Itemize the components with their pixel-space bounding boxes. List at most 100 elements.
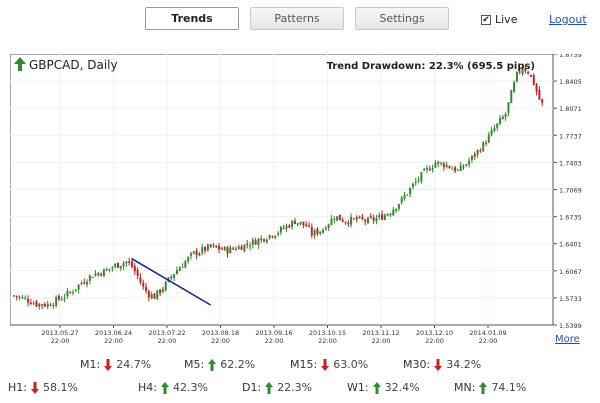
x-tick-label-date: 2013.05.27 xyxy=(41,329,78,337)
candle-body xyxy=(499,118,502,124)
candle-body xyxy=(313,230,316,236)
candle-body xyxy=(518,71,521,73)
candle-body xyxy=(372,217,375,221)
x-tick-label-time: 22:00 xyxy=(104,337,123,345)
trend-line xyxy=(131,258,212,306)
candle-body xyxy=(257,239,260,246)
candle-body xyxy=(426,167,428,170)
candle-body xyxy=(336,216,339,221)
candle-body xyxy=(13,295,15,297)
candle-body xyxy=(470,155,473,161)
candle-body xyxy=(55,297,58,306)
candle-body xyxy=(282,227,285,229)
candle-body xyxy=(100,273,103,276)
tab-trends[interactable]: Trends xyxy=(145,7,239,30)
candle-body xyxy=(86,282,89,285)
candle-body xyxy=(454,167,457,172)
y-tick-label: 1.7737 xyxy=(559,132,582,140)
candle-body xyxy=(63,297,66,299)
tab-settings[interactable]: Settings xyxy=(355,7,449,30)
candle-body xyxy=(392,209,395,216)
candle-body xyxy=(234,248,237,250)
candle-body xyxy=(57,295,60,300)
candle-body xyxy=(490,130,493,135)
arrow-up-icon xyxy=(208,358,217,371)
candle-body xyxy=(465,164,468,166)
candle-body xyxy=(535,84,538,92)
candle-body xyxy=(414,181,417,183)
candle-body xyxy=(263,239,266,242)
candle-body xyxy=(111,267,114,269)
candle-body xyxy=(218,245,221,250)
candle-body xyxy=(302,221,305,226)
candle-body xyxy=(145,286,148,291)
candle-body xyxy=(232,248,235,250)
live-toggle[interactable]: ✔ Live xyxy=(481,13,517,26)
candle-body xyxy=(187,257,190,262)
stat-label: MN: xyxy=(454,381,476,394)
candle-body xyxy=(94,273,97,276)
candle-body xyxy=(445,164,448,168)
candle-body xyxy=(237,246,240,250)
candle-body xyxy=(254,240,257,245)
candle-body xyxy=(507,102,510,113)
candle-body xyxy=(41,304,44,306)
candle-body xyxy=(206,244,209,251)
live-checkbox[interactable]: ✔ xyxy=(481,14,491,25)
candle-body xyxy=(97,273,100,275)
candle-body xyxy=(114,264,117,268)
candle-body xyxy=(27,299,30,303)
candle-body xyxy=(195,250,198,256)
logout-link[interactable]: Logout xyxy=(549,13,587,26)
candle-body xyxy=(367,217,369,224)
x-tick-label-time: 22:00 xyxy=(318,337,337,345)
candle-body xyxy=(164,281,167,291)
candle-body xyxy=(510,90,513,104)
x-tick-label-time: 22:00 xyxy=(265,337,284,345)
candle-body xyxy=(142,282,145,287)
y-tick-label: 1.8071 xyxy=(559,105,582,113)
candle-body xyxy=(476,149,479,155)
candle-body xyxy=(229,247,232,254)
stats-row-1: M1: 24.7% M5: 62.2% M15: 63.0% M30: 34.2% xyxy=(0,358,600,376)
candle-body xyxy=(178,267,181,271)
candle-body xyxy=(341,219,344,222)
candle-body xyxy=(423,168,426,171)
x-tick-label-date: 2013.09.16 xyxy=(255,329,292,337)
candle-body xyxy=(116,262,119,268)
candle-body xyxy=(386,213,389,216)
stat-mn: MN: 74.1% xyxy=(454,381,526,394)
arrow-up-icon xyxy=(14,57,26,71)
candle-body xyxy=(279,226,282,233)
x-tick-label-date: 2013.10.15 xyxy=(309,329,346,337)
candle-body xyxy=(226,247,229,254)
candle-body xyxy=(291,220,294,227)
candle-body xyxy=(192,251,195,254)
candle-body xyxy=(487,134,490,143)
candle-body xyxy=(74,289,77,291)
live-label: Live xyxy=(495,13,518,26)
candle-body xyxy=(131,261,133,267)
stat-label: M5: xyxy=(184,358,205,371)
stat-value: 22.3% xyxy=(277,381,313,394)
candle-body xyxy=(105,269,108,271)
candle-body xyxy=(288,225,291,228)
candle-body xyxy=(156,290,159,299)
more-link[interactable]: More xyxy=(555,334,580,345)
candle-body xyxy=(383,214,386,220)
x-tick-label-time: 22:00 xyxy=(372,337,391,345)
candle-body xyxy=(32,303,35,305)
stat-label: M15: xyxy=(290,358,318,371)
candle-body xyxy=(161,289,164,292)
candle-body xyxy=(293,220,296,224)
stat-label: H4: xyxy=(138,381,157,394)
candle-body xyxy=(69,292,72,294)
stat-value: 62.2% xyxy=(220,358,256,371)
candle-body xyxy=(24,297,27,299)
candle-body xyxy=(122,263,125,267)
tab-patterns[interactable]: Patterns xyxy=(250,7,344,30)
candle-body xyxy=(485,142,487,144)
y-tick-label: 1.5399 xyxy=(559,322,582,330)
candle-body xyxy=(91,276,94,278)
candle-body xyxy=(411,183,414,187)
